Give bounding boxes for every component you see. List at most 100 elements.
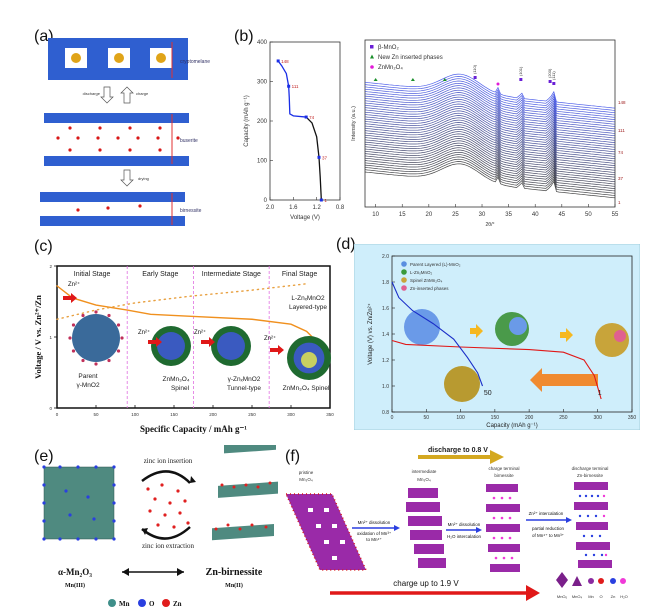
y-tick-label: 2 (49, 264, 52, 269)
stage-intermediate-phase: Mn₃O₄ (417, 477, 431, 482)
xrd-pattern-line (364, 94, 616, 130)
surface-zn-dot (71, 323, 76, 327)
zn-insertion-arrow-icon (201, 337, 215, 347)
panel-f-diagram: discharge to 0.8 V pristine Mn₃O₄ interm… (284, 447, 628, 601)
chart-c-voltage-capacity: Initial Stage Early Stage Intermediate Sta… (33, 264, 334, 434)
zn-birnessite-structure (212, 445, 278, 541)
x-tick-label: 250 (248, 412, 256, 417)
legend-mno4: MnO₄ (572, 594, 583, 599)
data-point-marker (304, 115, 308, 119)
xrd-pattern-line (364, 112, 616, 148)
alpha-mn2o3-label: α-Mn₂O₃ (58, 567, 92, 577)
series-line-cycle-1 (391, 339, 602, 400)
legend-o: O (599, 594, 602, 599)
particle-core (217, 332, 245, 360)
peak-hkl-label: (101) (518, 66, 523, 76)
x-tick-label: 25 (452, 212, 459, 218)
panel-label-f: (f) (285, 448, 301, 465)
y-tick-label: 1 (49, 335, 52, 340)
mno4-tetrahedron-icon (572, 576, 582, 586)
discharge-arrow-icon (100, 86, 114, 104)
xrd-pattern-line (364, 133, 616, 169)
chart-b-xrd: 10 15 20 25 30 35 40 45 50 55 2θ/° Intensity (a.u.)… (351, 39, 626, 228)
insertion-label: zinc ion insertion (144, 457, 193, 465)
phase-label-cryptomelane: cryptomelane (180, 59, 210, 65)
scan-number-label: 74 (618, 150, 624, 155)
alpha-mn2o3-structure (42, 465, 116, 541)
step2-top-label: Mn²⁺ dissolution (448, 522, 481, 527)
x-tick-label: 200 (525, 415, 534, 421)
discharge-voltage-label: discharge to 0.8 V (428, 447, 488, 454)
curve-label-50: 50 (484, 390, 492, 397)
data-point-label: 1 (324, 198, 327, 203)
drying-arrow-icon (120, 169, 134, 187)
xrd-pattern-line (364, 126, 616, 162)
y-axis-label: Voltage / V vs. Zn²⁺/Zn (33, 295, 43, 379)
peak-hkl-label: (111) (551, 71, 556, 80)
beta-mno2-marker (473, 76, 477, 79)
insertion-arrow-icon (141, 470, 191, 484)
mn-atom-icon (588, 578, 594, 584)
xrd-pattern-line (364, 92, 616, 127)
xrd-pattern-line (364, 85, 616, 120)
x-tick-label: 20 (425, 212, 432, 218)
xrd-pattern-line (364, 117, 616, 153)
step1-top-label: Mn²⁺ dissolution (358, 520, 391, 525)
surface-zn-dot (68, 336, 72, 340)
drying-label: drying (138, 176, 149, 181)
xrd-pattern-line (364, 110, 616, 146)
panel-label-d: (d) (336, 236, 356, 253)
series-line-cycle-50 (391, 281, 484, 387)
x-tick-label: 300 (594, 415, 603, 421)
legend-label: Parent Layered (L)-MnO₂ (410, 262, 461, 267)
x-tick-label: 100 (456, 415, 465, 421)
legend-label: L-ZnₓMnO₂ (410, 270, 432, 275)
x-axis-label: Voltage (V) (290, 215, 320, 221)
series-line-discharge (305, 116, 322, 201)
buserite-structure (44, 113, 189, 166)
xrd-pattern-line (364, 108, 616, 143)
xrd-pattern-line (364, 149, 616, 185)
xrd-pattern-line (364, 87, 616, 123)
series-line-charge (56, 283, 308, 320)
xrd-pattern-line (364, 131, 616, 166)
xrd-pattern-line (364, 151, 616, 187)
surface-zn-dot (94, 362, 98, 366)
xrd-pattern-line (364, 147, 616, 183)
transition-arrow-icon (560, 328, 573, 342)
xrd-pattern-line (364, 105, 616, 141)
y-tick-label: 1.6 (382, 306, 389, 312)
new-zn-phase-marker (373, 78, 378, 81)
legend-h2o: H₂O (620, 594, 628, 599)
x-axis-label: 2θ/° (486, 222, 495, 228)
surface-zn-dot (107, 313, 111, 318)
mn-ii-label: Mn(II) (225, 582, 243, 589)
h2o-icon (620, 578, 626, 584)
x-tick-label: 10 (372, 212, 379, 218)
birnessite-structure (40, 192, 185, 226)
step1-bottom-label-1: oxidation of Mn³⁺ (357, 531, 392, 536)
xrd-pattern-line (364, 103, 616, 139)
y-tick-label: 0 (264, 198, 268, 204)
stage-intermediate-title: intermediate (412, 469, 437, 474)
surface-zn-dot (81, 358, 85, 363)
stage-pristine-title: pristine (299, 470, 314, 475)
scan-number-label: 37 (618, 176, 624, 181)
mn-atom-icon (108, 599, 116, 607)
legend-circle-icon (370, 65, 374, 69)
y-axis-label: Capacity (mAh g⁻¹) (244, 95, 250, 147)
xrd-pattern-line (364, 124, 616, 160)
peak-hkl-label: (110) (472, 64, 477, 74)
data-point-label: 111 (292, 84, 299, 89)
legend-o: O (149, 600, 155, 608)
surface-zn-dot (116, 349, 121, 353)
zn-ion-label: Zn²⁺ (138, 329, 150, 336)
xrd-pattern-line (364, 96, 616, 132)
xrd-pattern-line (364, 161, 616, 196)
surface-zn-dot (107, 358, 111, 363)
xrd-pattern-line (364, 156, 616, 192)
xrd-pattern-line (364, 135, 616, 171)
panel-label-c: (c) (34, 238, 53, 255)
x-tick-label: 0 (391, 415, 394, 421)
data-point-label: 74 (309, 115, 315, 120)
